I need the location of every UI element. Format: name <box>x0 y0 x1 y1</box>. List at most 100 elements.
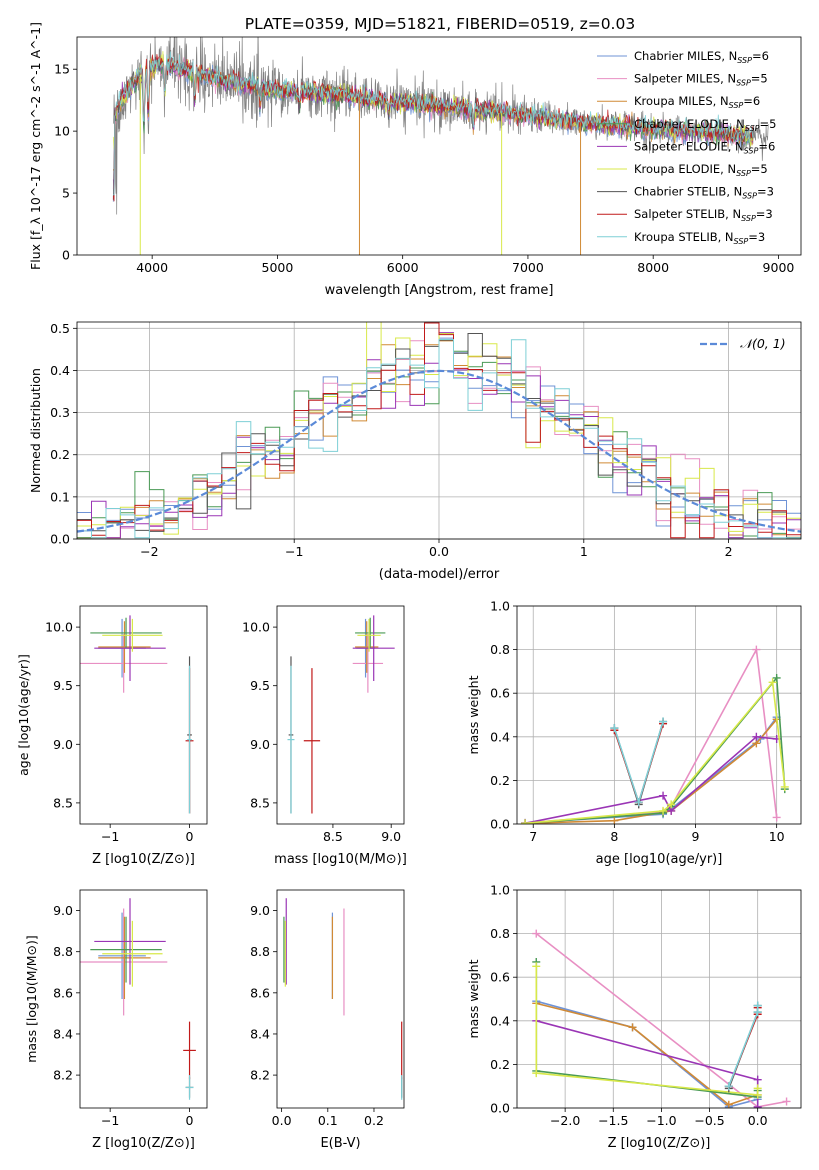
y-tick-label: 0.4 <box>490 1013 510 1028</box>
weight-point-kroupa-stelib <box>634 798 643 807</box>
y-tick-label: 9.0 <box>53 903 73 918</box>
y-axis-label: age [log10(age/yr)] <box>16 654 31 776</box>
axes-frame <box>79 605 208 825</box>
x-tick-label: 4000 <box>136 260 168 275</box>
weight-line-kroupa-elodie <box>525 680 786 824</box>
y-tick-label: 8.4 <box>53 1026 73 1041</box>
legend-nssp: =6 <box>758 139 775 153</box>
panel-age-vs-mass: 8.5 9.0 8.5 9.0 9.5 10.0 mass [log10(M/M⊙)] <box>242 605 407 867</box>
axes-frame <box>276 889 405 1109</box>
residual-histogram-kroupa-miles <box>77 340 801 539</box>
model-spectrum-kroupa-stelib <box>113 51 754 196</box>
weight-line-kroupa-stelib <box>728 1005 759 1087</box>
legend-nssp: =5 <box>751 162 768 176</box>
legend-entry-kroupa-miles: Kroupa MILES, NSSP=6 <box>634 94 760 110</box>
y-tick-label: 0.0 <box>490 817 510 832</box>
y-tick-label: 9.5 <box>250 678 270 693</box>
weight-point-kroupa-elodie <box>667 800 676 809</box>
plot-area <box>112 37 769 255</box>
legend-nssp: =5 <box>751 72 768 86</box>
x-tick-label: −2 <box>140 544 158 559</box>
x-tick-label: 8.5 <box>323 829 343 844</box>
figure-title: PLATE=0359, MJD=51821, FIBERID=0519, z=0… <box>245 15 635 33</box>
panel-weight-vs-age: 7 8 9 10 0.0 0.2 0.4 0.6 0.8 1.0 age [log10(age/yr… <box>466 599 802 867</box>
legend-nssp: =3 <box>757 185 774 199</box>
x-tick-label: 10 <box>769 829 785 844</box>
panel-residuals: −2 −1 0.0 1 2 0.0 0.1 0.2 0.3 0.4 0.5 (data-model)/… <box>28 321 802 582</box>
legend-sub: SSP <box>745 124 760 133</box>
legend-name: Kroupa STELIB, N <box>634 230 734 244</box>
legend-sub: SSP <box>736 169 751 178</box>
panel-spectrum: 4000 5000 6000 7000 8000 9000 0 5 10 15 wavelength… <box>28 22 802 298</box>
x-axis-label: (data-model)/error <box>379 567 500 582</box>
legend-nssp: =6 <box>752 49 769 63</box>
legend-entry-chabrier-miles: Chabrier MILES, NSSP=6 <box>634 49 769 65</box>
y-tick-label: 0.3 <box>50 405 70 420</box>
y-tick-label: 0.0 <box>490 1101 510 1116</box>
x-axis-label: E(B-V) <box>320 1136 360 1151</box>
weight-point-kroupa-miles <box>628 1023 637 1032</box>
x-tick-label: −1.0 <box>646 1113 676 1128</box>
legend-sub: SSP <box>741 214 756 223</box>
y-tick-label: 5 <box>62 186 70 201</box>
y-tick-label: 9.5 <box>53 678 73 693</box>
y-tick-label: 10.0 <box>242 620 270 635</box>
legend-entry-chabrier-stelib: Chabrier STELIB, NSSP=3 <box>634 185 774 201</box>
y-tick-label: 0.5 <box>50 321 70 336</box>
x-axis-label: wavelength [Angstrom, rest frame] <box>325 283 554 298</box>
axes-frame <box>76 321 802 540</box>
weight-point-kroupa-elodie <box>532 962 541 971</box>
x-tick-label: 0 <box>186 1113 194 1128</box>
y-tick-label: 0.8 <box>490 926 510 941</box>
x-tick-label: 0.0 <box>272 1113 292 1128</box>
residual-histogram-kroupa-stelib <box>77 339 801 539</box>
x-axis-label: Z [log10(Z/Z⊙)] <box>608 1136 711 1151</box>
weight-point-salpeter-miles <box>532 929 541 938</box>
y-tick-label: 0.4 <box>50 363 70 378</box>
y-tick-label: 0.2 <box>50 447 70 462</box>
legend-name: Salpeter MILES, N <box>634 72 736 86</box>
x-tick-label: 6000 <box>387 260 419 275</box>
y-tick-label: 8.6 <box>250 985 270 1000</box>
y-tick-label: 10.0 <box>45 620 73 635</box>
weight-point-salpeter-miles <box>772 813 781 822</box>
y-axis-label: Flux [f_λ 10^-17 erg cm^-2 s^-1 A^-1] <box>28 22 43 270</box>
y-axis-label: mass weight <box>466 675 481 754</box>
legend-entry-salpeter-miles: Salpeter MILES, NSSP=5 <box>634 72 768 88</box>
axes-frame <box>516 605 802 825</box>
legend-name: Chabrier MILES, N <box>634 49 737 63</box>
legend-nssp: =6 <box>743 94 760 108</box>
y-tick-label: 8.6 <box>53 985 73 1000</box>
y-tick-label: 0.2 <box>490 773 510 788</box>
legend-name: Salpeter STELIB, N <box>634 207 741 221</box>
panel-mass-vs-Z: −1 0 8.2 8.4 8.6 8.8 9.0 Z [log10(Z/Z⊙)] mass [l… <box>24 889 208 1151</box>
weight-point-salpeter-elodie <box>752 732 761 741</box>
axes-frame <box>76 36 802 256</box>
y-tick-label: 15 <box>54 62 70 77</box>
legend-nssp: =3 <box>756 207 773 221</box>
x-tick-label: −2.0 <box>550 1113 580 1128</box>
legend-name: Kroupa MILES, N <box>634 94 729 108</box>
weight-point-kroupa-stelib <box>753 1001 762 1010</box>
legend-entry-kroupa-stelib: Kroupa STELIB, NSSP=3 <box>634 230 765 246</box>
y-tick-label: 1.0 <box>490 599 510 614</box>
weight-point-kroupa-elodie <box>768 678 777 687</box>
x-tick-label: 2 <box>725 544 733 559</box>
weight-point-kroupa-miles <box>610 816 619 824</box>
legend-sub: SSP <box>737 56 752 65</box>
plot-area <box>532 929 791 1108</box>
y-axis-label: mass weight <box>466 959 481 1038</box>
x-tick-label: 7000 <box>512 260 544 275</box>
weight-line-chabrier-miles <box>536 1000 758 1108</box>
x-tick-label: 0.0 <box>429 544 449 559</box>
residual-histogram-salpeter-stelib <box>77 322 801 539</box>
y-tick-label: 0.6 <box>490 686 510 701</box>
weight-point-kroupa-stelib <box>659 717 668 726</box>
weight-point-salpeter-elodie <box>753 1102 762 1108</box>
weight-point-kroupa-elodie <box>532 1069 541 1078</box>
weight-point-kroupa-elodie <box>521 819 530 824</box>
legend-nssp: =3 <box>748 230 765 244</box>
x-tick-label: 8 <box>610 829 618 844</box>
plot-area <box>80 615 194 814</box>
